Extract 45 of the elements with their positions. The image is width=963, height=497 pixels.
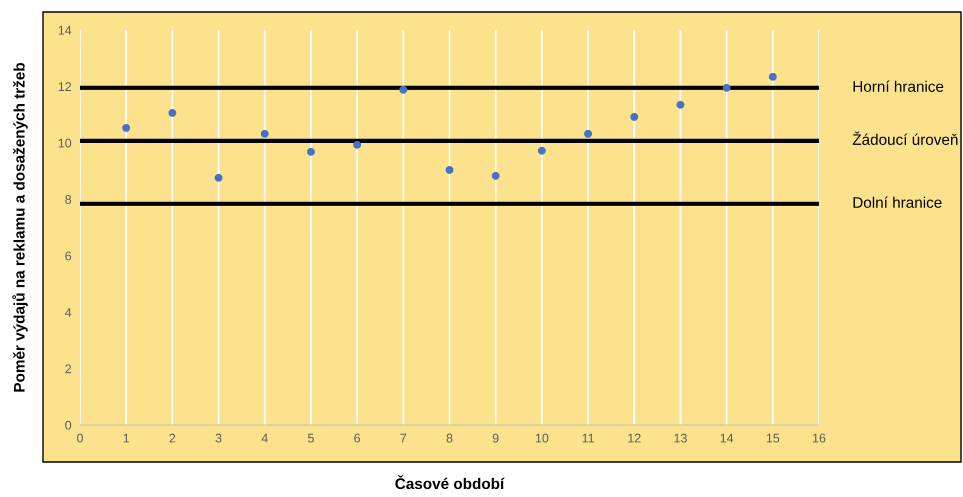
ref-line-label: Dolní hranice bbox=[854, 196, 942, 208]
y-tick-label: 6 bbox=[65, 252, 72, 260]
point bbox=[353, 140, 362, 149]
point bbox=[584, 130, 592, 138]
x-tick-label: 3 bbox=[216, 434, 222, 443]
x-tick-label: 8 bbox=[446, 434, 452, 443]
x-tick-label: 13 bbox=[674, 434, 687, 443]
x-tick-label: 9 bbox=[492, 434, 499, 443]
point bbox=[768, 72, 777, 81]
x-tick-label: 5 bbox=[308, 434, 314, 443]
point bbox=[722, 84, 731, 92]
point bbox=[492, 172, 500, 180]
x-tick-label: 12 bbox=[628, 434, 641, 442]
x-tick-label: 6 bbox=[354, 434, 360, 443]
ref-line-label: Žádoucí úroveň bbox=[852, 131, 958, 145]
y-tick-label: 4 bbox=[65, 308, 72, 317]
point bbox=[214, 174, 223, 182]
point bbox=[260, 130, 269, 138]
y-tick-label: 0 bbox=[65, 420, 72, 430]
x-tick-label: 14 bbox=[720, 434, 734, 442]
point bbox=[122, 124, 130, 132]
x-tick-label: 4 bbox=[262, 434, 268, 442]
x-tick-label: 0 bbox=[77, 434, 83, 443]
point bbox=[306, 148, 315, 156]
y-tick-label: 10 bbox=[58, 138, 72, 148]
x-tick-label: 11 bbox=[582, 434, 594, 442]
x-tick-label: 2 bbox=[170, 434, 176, 442]
x-axis-title: Časové období bbox=[395, 475, 505, 490]
x-tick-label: 15 bbox=[766, 434, 780, 443]
y-tick-label: 14 bbox=[58, 26, 72, 35]
point bbox=[676, 100, 684, 109]
y-tick-label: 12 bbox=[58, 82, 72, 91]
y-axis-title: Poměr výdajů na reklamu a dosažených tržeb bbox=[12, 62, 28, 392]
point bbox=[630, 112, 638, 121]
x-tick-label: 16 bbox=[813, 434, 826, 443]
ref-line-label: Horní hranice bbox=[854, 80, 944, 92]
point bbox=[399, 86, 408, 94]
x-tick-label: 1 bbox=[124, 434, 130, 442]
x-tick-label: 7 bbox=[400, 434, 406, 442]
point bbox=[446, 166, 454, 174]
x-tick-label: 10 bbox=[536, 434, 548, 443]
point bbox=[538, 146, 546, 155]
y-tick-label: 8 bbox=[65, 195, 72, 204]
point bbox=[168, 109, 176, 117]
y-tick-label: 2 bbox=[65, 364, 72, 374]
